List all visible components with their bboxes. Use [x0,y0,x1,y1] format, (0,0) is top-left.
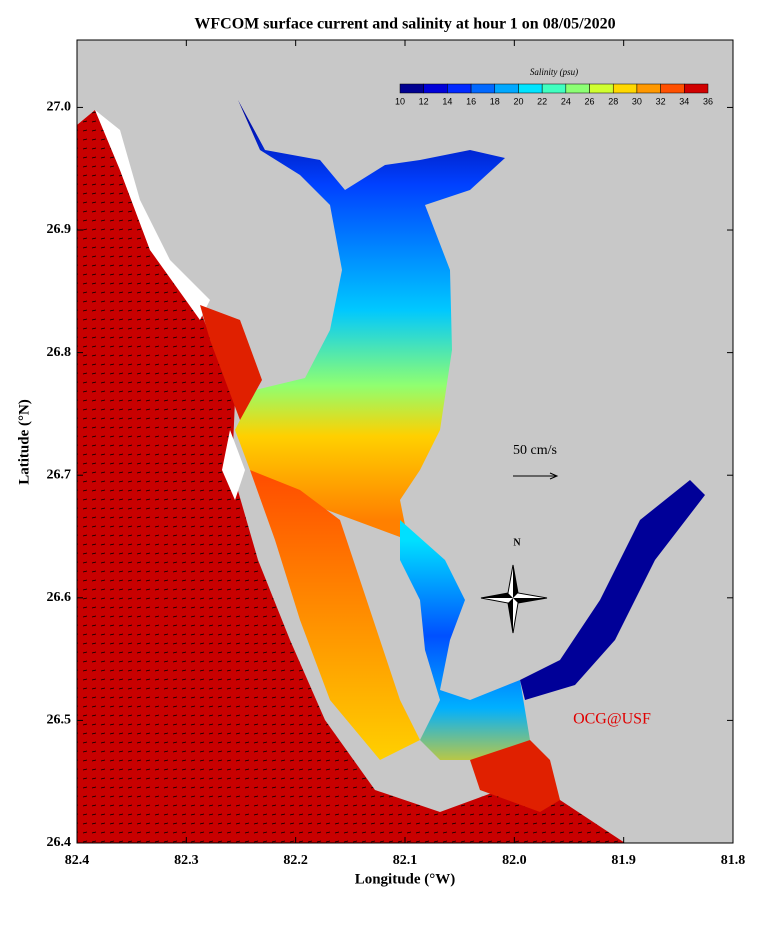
colorbar-tick-label: 22 [537,96,547,106]
scale-label: 50 cm/s [513,443,557,458]
colorbar-cell [518,83,543,94]
x-tick-label: 81.9 [611,853,636,868]
y-axis-label: Latitude (°N) [16,399,32,485]
y-tick-label: 26.5 [47,713,72,728]
colorbar-title: Salinity (psu) [530,67,578,77]
colorbar-cell [541,83,567,94]
island [222,430,245,500]
x-tick-label: 82.0 [502,853,527,868]
colorbar-tick-label: 18 [490,96,500,106]
map-area [77,40,733,843]
colorbar-tick-label: 24 [561,96,571,106]
barrier-island [95,110,210,320]
colorbar-tick-label: 32 [656,96,666,106]
colorbar-tick-label: 20 [513,96,523,106]
x-tick-label: 82.1 [393,853,418,868]
colorbar-tick-label: 14 [442,96,452,106]
current-vectors [77,110,625,843]
colorbar-cell [660,83,685,94]
colorbar-tick-label: 28 [608,96,618,106]
x-tick-label: 82.3 [174,853,199,868]
compass-shade [481,565,547,633]
y-tick-label: 26.9 [47,222,72,237]
colorbar-cell [589,83,614,94]
chart-title: WFCOM surface current and salinity at ho… [194,16,615,33]
colorbar-cell [636,83,661,94]
colorbar-tick-label: 16 [466,96,476,106]
colorbar-cell [565,83,590,94]
colorbar-tick-label: 34 [679,96,689,106]
x-axis-label: Longitude (°W) [355,871,456,887]
colorbar-tick-label: 36 [703,96,713,106]
x-tick-label: 81.8 [721,853,746,868]
colorbar-cell [447,83,472,94]
y-tick-label: 26.6 [47,590,72,605]
x-tick-label: 82.4 [65,853,90,868]
river-upper [520,480,705,700]
credit: OCG@USF [573,711,651,728]
colorbar-cell [612,83,638,94]
y-tick-label: 26.4 [47,835,72,850]
estero-bay [470,740,560,812]
colorbar-cell [423,83,448,94]
colorbar-tick-label: 30 [632,96,642,106]
caloosahatchee [400,520,530,760]
colorbar-tick-label: 12 [419,96,429,106]
colorbar-cell [684,83,709,94]
north-label: N [513,537,521,548]
x-tick-label: 82.2 [283,853,308,868]
scale-arrow-head [549,472,559,480]
charlotte-harbor [235,100,505,540]
y-tick-label: 26.8 [47,345,72,360]
colorbar-tick-label: 10 [395,96,405,106]
y-tick-label: 26.7 [47,467,72,482]
colorbar-cell [494,83,519,94]
pine-island-sound [250,470,420,760]
colorbar-cell [470,83,496,94]
colorbar-cell [399,83,424,94]
y-tick-label: 27.0 [47,100,72,115]
gasparilla-sound [200,305,262,420]
colorbar-tick-label: 26 [585,96,595,106]
